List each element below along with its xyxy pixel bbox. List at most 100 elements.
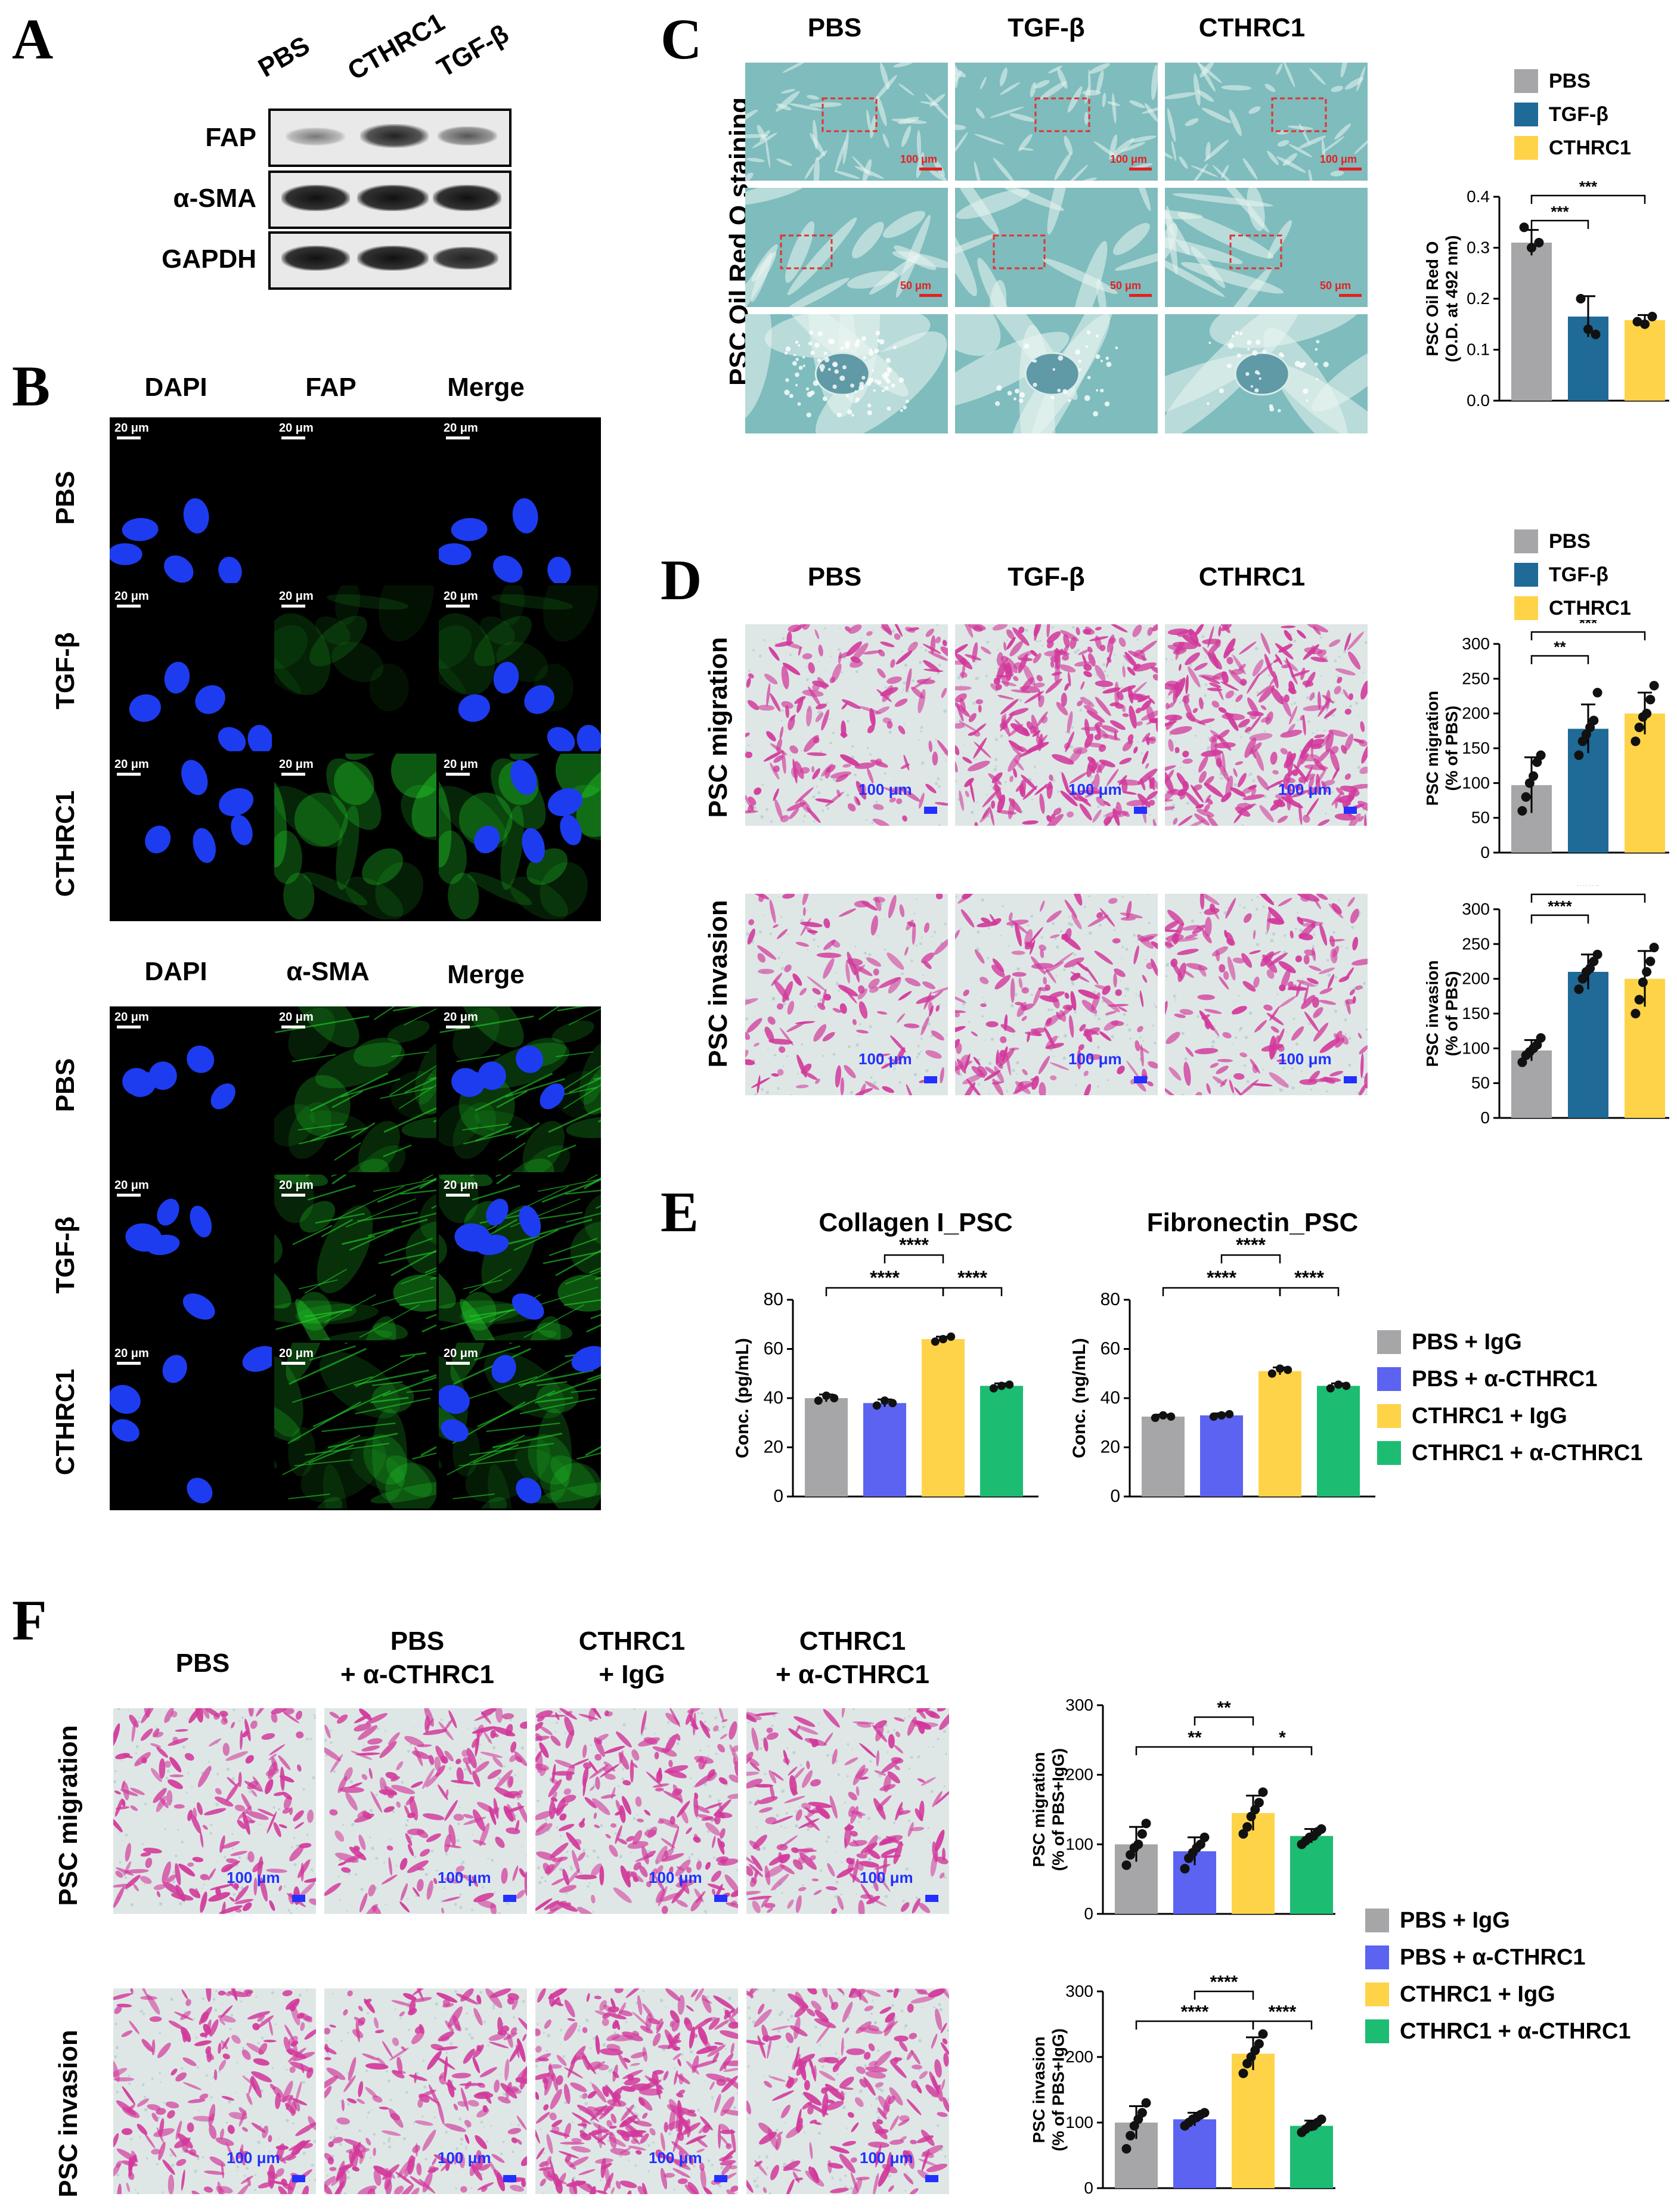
data-point	[1180, 1864, 1190, 1873]
col-header-f-cthrc1-anti: CTHRC1+ α-CTHRC1	[763, 1625, 942, 1691]
data-point	[947, 1333, 955, 1341]
oil-red-o-image: 50 μm	[745, 188, 948, 307]
y-tick-label: 200	[1065, 2047, 1093, 2066]
if-image-cthrc1-dapi: 20 μm	[110, 754, 272, 919]
data-point	[1640, 320, 1650, 329]
y-axis-label: Conc. (ng/mL)	[1070, 1338, 1089, 1458]
significance-label: ****	[957, 1267, 987, 1288]
col-header-asma: α-SMA	[280, 957, 376, 987]
scale-bar-label: 20 μm	[279, 422, 314, 435]
significance-bracket	[943, 1288, 1002, 1296]
y-tick-label: 250	[1462, 669, 1490, 687]
col-header-f-pbs: PBS	[143, 1649, 262, 1678]
if-image-pbs-dapi: 20 μm	[110, 417, 272, 583]
y-tick-label: 20	[764, 1438, 783, 1457]
y-tick-label: 20	[1101, 1438, 1120, 1457]
y-tick-label: 300	[1065, 1696, 1093, 1714]
bar	[1290, 1836, 1333, 1914]
blot-fap	[268, 109, 512, 167]
data-point	[1635, 995, 1644, 1005]
data-point	[1576, 294, 1586, 303]
transwell-image: 100 μm	[745, 894, 948, 1095]
y-tick-label: 200	[1462, 704, 1490, 723]
data-point	[1536, 751, 1546, 760]
data-point	[873, 1401, 881, 1409]
data-point	[1534, 238, 1543, 247]
data-point	[997, 1381, 1006, 1390]
y-tick-label: 300	[1065, 1982, 1093, 2000]
y-tick-label: 300	[1462, 634, 1490, 653]
if-image-tgfb-marker: 20 μm	[274, 1175, 436, 1340]
significance-label: ****	[1548, 897, 1572, 915]
data-point	[1521, 792, 1531, 802]
if-image-pbs-dapi: 20 μm	[110, 1006, 272, 1172]
y-tick-label: 100	[1065, 2113, 1093, 2132]
data-point	[1005, 1380, 1013, 1389]
data-point	[1536, 1033, 1546, 1043]
bar	[1258, 1371, 1301, 1497]
data-point	[1334, 1380, 1343, 1389]
y-tick-label: 0.2	[1467, 289, 1490, 308]
oil-red-o-image: 50 μm	[1165, 188, 1368, 307]
significance-bracket	[1195, 1991, 1253, 2000]
data-point	[1650, 681, 1659, 690]
data-point	[1137, 2108, 1147, 2118]
col-header-f-pbs-anti: PBS+ α-CTHRC1	[334, 1625, 501, 1691]
legend-item-cthrc1-igg: CTHRC1 + IgG	[1377, 1398, 1643, 1435]
y-tick-label: 0.4	[1467, 187, 1490, 206]
y-axis-label: PSC Oil Red O(O.D. at 492 nm)	[1423, 235, 1461, 362]
col-header-tgfb: TGF-β	[987, 13, 1106, 43]
y-tick-label: 0.3	[1467, 238, 1490, 257]
scale-bar-label: 50 μm	[900, 280, 931, 292]
scale-bar-label: 100 μm	[227, 1869, 280, 1886]
data-point	[1642, 967, 1651, 977]
bar	[805, 1398, 848, 1497]
bar	[1173, 2120, 1216, 2189]
data-point	[1645, 695, 1655, 704]
if-image-tgfb-dapi: 20 μm	[110, 585, 272, 751]
scale-bar-label: 20 μm	[444, 590, 478, 603]
bar	[863, 1403, 906, 1497]
panel-label-e: E	[661, 1184, 699, 1241]
if-image-cthrc1-merge: 20 μm	[439, 1343, 601, 1508]
legend-item-pbs: PBS	[1514, 64, 1631, 98]
oil-red-o-image: 100 μm	[955, 63, 1158, 181]
data-point	[1589, 715, 1598, 725]
if-image-pbs-marker: 20 μm	[274, 417, 436, 583]
legend-item-tgfb: TGF-β	[1514, 98, 1631, 131]
significance-label: ****	[1181, 2002, 1209, 2022]
transwell-image: 100 μm	[955, 894, 1158, 1095]
y-tick-label: 150	[1462, 1004, 1490, 1023]
significance-bracket	[1532, 196, 1645, 204]
scale-bar-label: 20 μm	[444, 1011, 478, 1024]
legend-item-cthrc1-anti: CTHRC1 + α-CTHRC1	[1377, 1435, 1643, 1471]
scale-bar-label: 20 μm	[279, 758, 314, 771]
significance-bracket	[1532, 221, 1588, 229]
transwell-image: 100 μm	[113, 1708, 316, 1914]
transwell-image: 100 μm	[1165, 894, 1368, 1095]
y-tick-label: 50	[1471, 1074, 1490, 1092]
y-axis-label: PSC migration(% of PBS+IgG)	[1030, 1748, 1067, 1871]
y-tick-label: 300	[1462, 900, 1490, 918]
data-point	[1137, 1829, 1147, 1839]
data-point	[1635, 723, 1644, 732]
y-tick-label: 60	[1101, 1339, 1120, 1359]
row-label-asma: α-SMA	[119, 184, 256, 213]
scale-bar-label: 20 μm	[279, 590, 314, 603]
y-tick-label: 0.0	[1467, 391, 1490, 410]
data-point	[1268, 1370, 1276, 1378]
row-label-tgfb-2: TGF-β	[51, 1207, 80, 1303]
bar	[1317, 1386, 1360, 1497]
oil-red-o-image	[955, 314, 1158, 433]
bar	[1142, 1417, 1185, 1497]
y-tick-label: 50	[1471, 808, 1490, 827]
data-point	[1593, 950, 1602, 959]
data-point	[1342, 1381, 1350, 1390]
row-label-fap: FAP	[119, 123, 256, 153]
scale-bar-label: 100 μm	[438, 2149, 491, 2167]
